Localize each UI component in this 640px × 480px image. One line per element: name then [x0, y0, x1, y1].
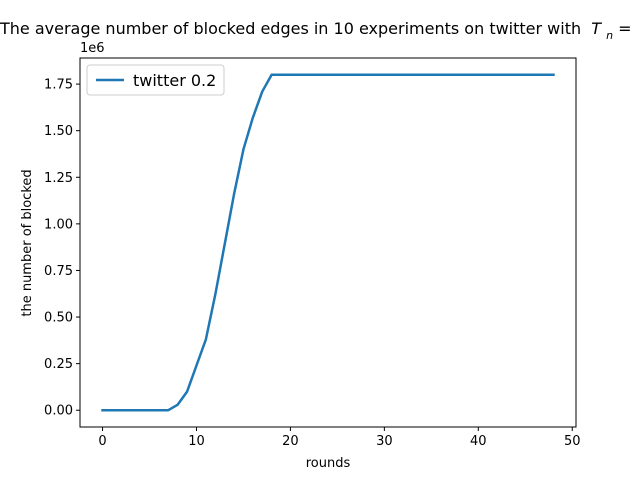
x-tick-label: 50 — [564, 434, 581, 449]
y-tick-label: 1.00 — [44, 217, 73, 232]
x-tick-label: 10 — [188, 434, 205, 449]
series-line-0 — [101, 73, 555, 412]
chart-title-trailing: = — [618, 19, 631, 38]
chart-title: The average number of blocked edges in 1… — [0, 19, 632, 43]
y-axis-label: the number of blocked — [20, 169, 35, 316]
x-axis: 0 10 20 30 40 50 — [98, 427, 581, 449]
y-axis: 0.00 0.25 0.50 0.75 1.00 1.25 1.50 1.75 — [44, 78, 80, 419]
chart-title-text: The average number of blocked edges in 1… — [0, 19, 581, 38]
x-tick-label: 0 — [98, 434, 106, 449]
x-tick-label: 40 — [470, 434, 487, 449]
plot-frame — [79, 57, 577, 428]
y-tick-label: 1.25 — [44, 171, 73, 186]
y-offset-label: 1e6 — [80, 41, 105, 56]
x-tick-label: 30 — [376, 434, 393, 449]
y-tick-label: 0.25 — [44, 357, 73, 372]
legend-box — [86, 64, 225, 96]
x-tick-label: 20 — [282, 434, 299, 449]
y-tick-label: 1.75 — [44, 78, 73, 93]
legend: twitter 0.2 — [86, 64, 225, 96]
y-tick-label: 0.50 — [44, 311, 73, 326]
y-tick-label: 0.75 — [44, 264, 73, 279]
y-tick-label: 0.00 — [44, 404, 73, 419]
chart-title-symbol: T — [591, 19, 602, 38]
plot-area — [101, 73, 555, 412]
chart-title-subscript: n — [606, 29, 613, 42]
x-axis-label: rounds — [306, 456, 351, 471]
y-tick-label: 1.50 — [44, 124, 73, 139]
legend-label: twitter 0.2 — [133, 71, 216, 90]
